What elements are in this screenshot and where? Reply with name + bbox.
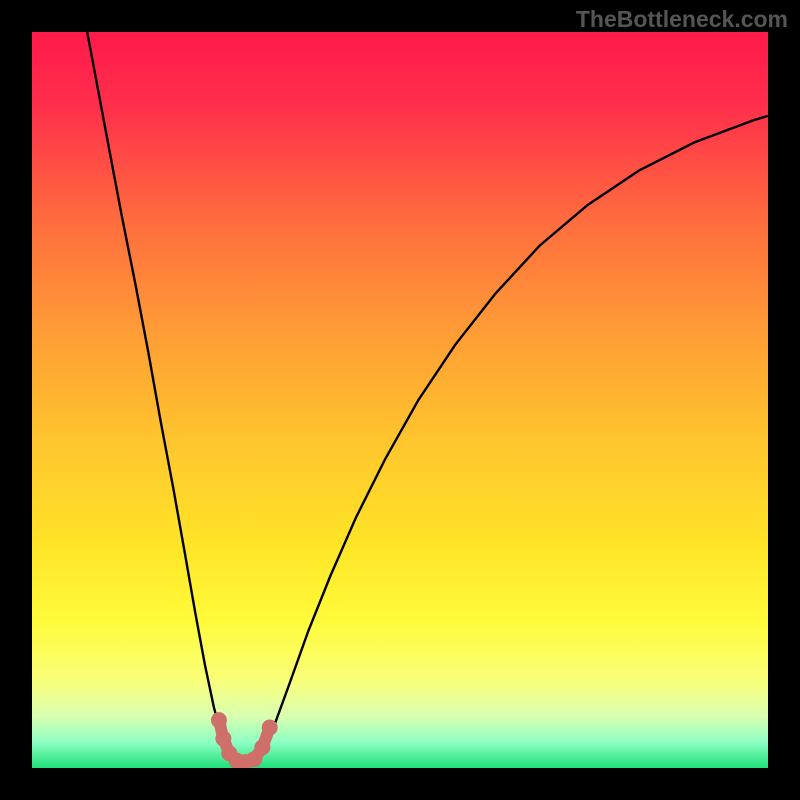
stage: TheBottleneck.com [0, 0, 800, 800]
trough-dot [215, 731, 231, 747]
trough-dot [211, 712, 227, 728]
watermark-text: TheBottleneck.com [576, 6, 788, 33]
trough-dot [262, 720, 278, 736]
plot-frame [32, 32, 768, 768]
curve-layer [32, 32, 768, 768]
curve-right [256, 116, 768, 761]
curve-left [87, 32, 234, 761]
trough-dot [254, 739, 270, 755]
